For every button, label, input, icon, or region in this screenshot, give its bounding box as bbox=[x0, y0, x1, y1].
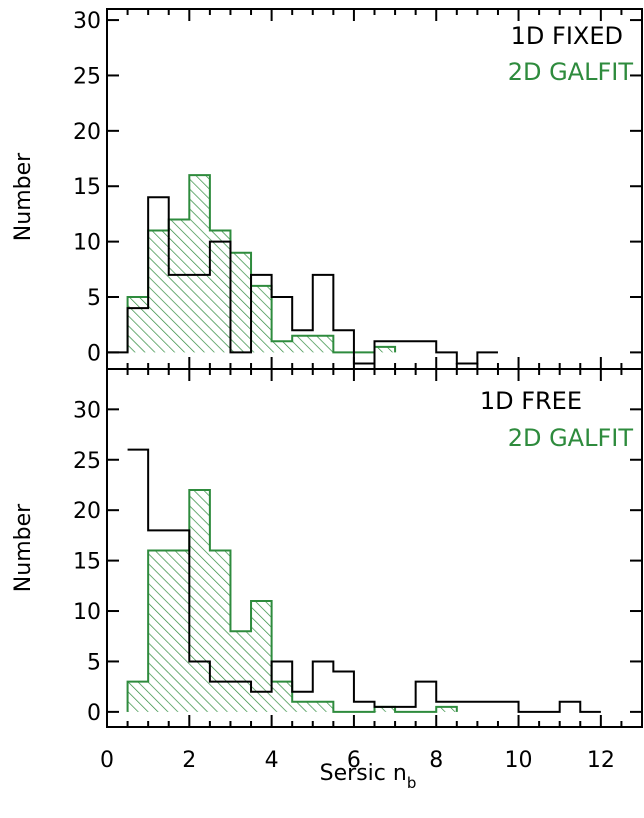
xtick-label-0: 0 bbox=[100, 748, 114, 773]
x-axis-title-main: Sersic n bbox=[320, 761, 407, 786]
xtick-label-10: 10 bbox=[505, 748, 533, 773]
xtick-label-4: 4 bbox=[265, 748, 279, 773]
top-ytick-label-15: 15 bbox=[73, 175, 101, 200]
top-legend-2d-galfit: 2D GALFIT bbox=[508, 58, 634, 86]
bottom-ytick-label-0: 0 bbox=[87, 701, 101, 726]
top-1d-fixed-outline bbox=[107, 196, 498, 365]
bottom-2d-galfit-outline bbox=[126, 489, 458, 713]
bottom-legend-1d-free: 1D FREE bbox=[480, 387, 582, 415]
top-2d-galfit-bar-0 bbox=[127, 297, 149, 353]
top-ytick-label-25: 25 bbox=[73, 64, 101, 89]
top-2d-galfit-bar-6 bbox=[251, 285, 272, 353]
bottom-1d-free-outline bbox=[127, 448, 601, 713]
top-2d-galfit-bar-10 bbox=[374, 346, 396, 353]
top-legend-1d-fixed: 1D FIXED bbox=[511, 22, 623, 50]
xtick-label-12: 12 bbox=[587, 748, 615, 773]
xtick-label-6: 6 bbox=[347, 748, 361, 773]
top-2d-galfit-bar-3 bbox=[189, 175, 210, 353]
top-panel: 0 5 10 15 20 25 30 Number 1D FIXED 2D GALFIT bbox=[11, 8, 643, 370]
bottom-2d-galfit-bar-3 bbox=[189, 490, 210, 712]
bottom-2d-galfit-bar-8 bbox=[292, 701, 313, 712]
bottom-2d-galfit-bar-6 bbox=[251, 600, 272, 712]
bottom-ytick-label-30: 30 bbox=[73, 398, 101, 423]
bottom-2d-galfit-bar-15 bbox=[436, 706, 457, 712]
bottom-panel: 0 5 10 15 20 25 30 0 2 4 6 8 10 12 Number 1D FREE 2D … bbox=[11, 368, 643, 792]
bottom-2d-galfit-bar-5 bbox=[230, 631, 252, 712]
bottom-2d-galfit-bar-12 bbox=[374, 706, 396, 712]
top-2d-galfit-bar-7 bbox=[271, 341, 293, 353]
x-axis-title-subscript: b bbox=[407, 774, 417, 792]
top-ytick-label-10: 10 bbox=[73, 231, 101, 256]
top-ticks: 0 5 10 15 20 25 30 bbox=[73, 9, 643, 369]
bottom-ytick-label-25: 25 bbox=[73, 449, 101, 474]
top-2d-galfit-bar-4 bbox=[209, 230, 231, 353]
top-y-axis-title: Number bbox=[11, 152, 36, 241]
xtick-label-8: 8 bbox=[429, 748, 443, 773]
top-2d-galfit-bar-1 bbox=[148, 230, 169, 353]
bottom-ytick-label-20: 20 bbox=[73, 499, 101, 524]
top-2d-galfit-bar-8 bbox=[292, 335, 313, 353]
top-ytick-label-5: 5 bbox=[87, 286, 101, 311]
bottom-2d-galfit-bar-9 bbox=[312, 701, 334, 712]
bottom-ytick-label-5: 5 bbox=[87, 650, 101, 675]
bottom-2d-galfit-bar-2 bbox=[168, 550, 190, 712]
bottom-ytick-label-15: 15 bbox=[73, 550, 101, 575]
top-2d-galfit-bar-2 bbox=[168, 219, 190, 353]
bottom-bars bbox=[126, 448, 601, 713]
top-ytick-label-20: 20 bbox=[73, 120, 101, 145]
bottom-legend-2d-galfit: 2D GALFIT bbox=[508, 424, 634, 452]
bottom-2d-galfit-bar-7 bbox=[271, 681, 293, 712]
top-bars bbox=[107, 174, 498, 365]
top-ytick-label-0: 0 bbox=[87, 341, 101, 366]
bottom-2d-galfit-bar-4 bbox=[209, 550, 231, 712]
x-axis-title: Sersic nb bbox=[320, 761, 417, 792]
bottom-y-axis-title: Number bbox=[11, 503, 36, 592]
bottom-ytick-label-10: 10 bbox=[73, 600, 101, 625]
bottom-2d-galfit-bar-1 bbox=[148, 550, 169, 712]
top-2d-galfit-bar-5 bbox=[230, 252, 252, 353]
bottom-panel-frame bbox=[106, 368, 643, 728]
bottom-2d-galfit-bar-0 bbox=[127, 681, 149, 712]
xtick-label-2: 2 bbox=[182, 748, 196, 773]
top-ytick-label-30: 30 bbox=[73, 9, 101, 34]
top-2d-galfit-bar-9 bbox=[312, 335, 334, 353]
